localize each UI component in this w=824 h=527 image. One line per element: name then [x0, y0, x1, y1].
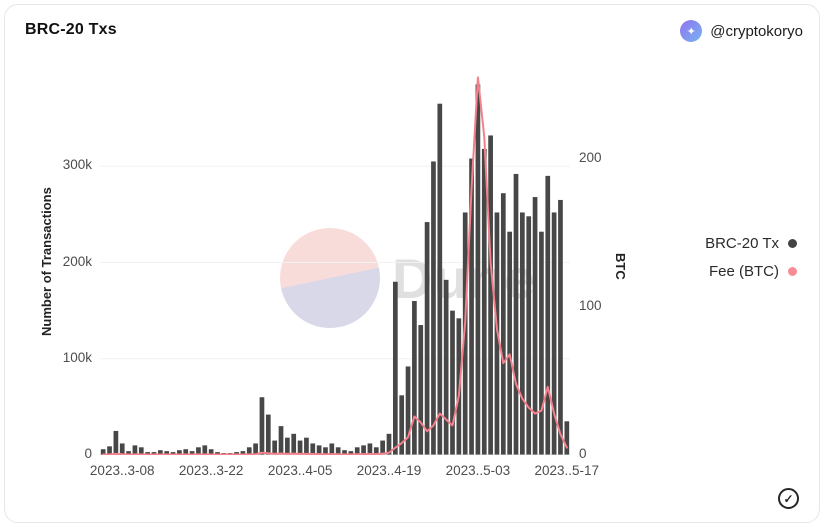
- x-axis-tick: 2023..5-17: [534, 463, 600, 478]
- y-axis-tick-left: 0: [84, 446, 92, 461]
- x-axis-tick: 2023..5-03: [445, 463, 511, 478]
- y-axis-title-right: BTC: [613, 252, 628, 280]
- legend-item-brc20-tx[interactable]: BRC-20 Tx: [705, 235, 797, 252]
- legend-label: Fee (BTC): [708, 263, 779, 280]
- y-axis-tick-left: 100k: [62, 349, 92, 365]
- author-handle: @cryptokoryo: [710, 22, 803, 40]
- y-axis-tick-right: 100: [579, 297, 602, 313]
- legend-item-fee-btc[interactable]: Fee (BTC): [709, 263, 797, 280]
- x-axis-tick: 2023..4-19: [356, 463, 422, 478]
- chart-plot-svg: [100, 76, 570, 455]
- y-axis-tick-right: 200: [579, 149, 602, 165]
- author-avatar: ✦: [680, 20, 703, 42]
- page-title: BRC-20 Txs: [25, 21, 117, 38]
- x-axis-tick: 2023..4-05: [267, 463, 333, 478]
- chart-region: Dune 0 100k 200k 300k 0 100 200 2023..3-08 2023.…: [63, 66, 602, 478]
- y-axis-tick-left: 200k: [62, 253, 92, 269]
- legend-dot-line-series: [788, 267, 797, 276]
- avatar-glyph-icon: ✦: [686, 25, 696, 38]
- x-axis-tick: 2023..3-22: [178, 463, 244, 478]
- chart-legend: BRC-20 Tx Fee (BTC): [705, 235, 797, 280]
- y-axis-tick-left: 300k: [62, 157, 92, 173]
- author-attribution[interactable]: ✦ @cryptokoryo: [680, 20, 803, 42]
- verified-check-icon[interactable]: ✓: [778, 488, 799, 509]
- x-axis-tick: 2023..3-08: [89, 463, 155, 478]
- chart-card: BRC-20 Txs ✦ @cryptokoryo Number of Tran…: [4, 4, 820, 523]
- dune-logo-icon: [280, 228, 380, 328]
- y-axis-tick-right: 0: [579, 446, 587, 461]
- legend-label: BRC-20 Tx: [705, 235, 779, 252]
- legend-dot-bar-series: [788, 239, 797, 248]
